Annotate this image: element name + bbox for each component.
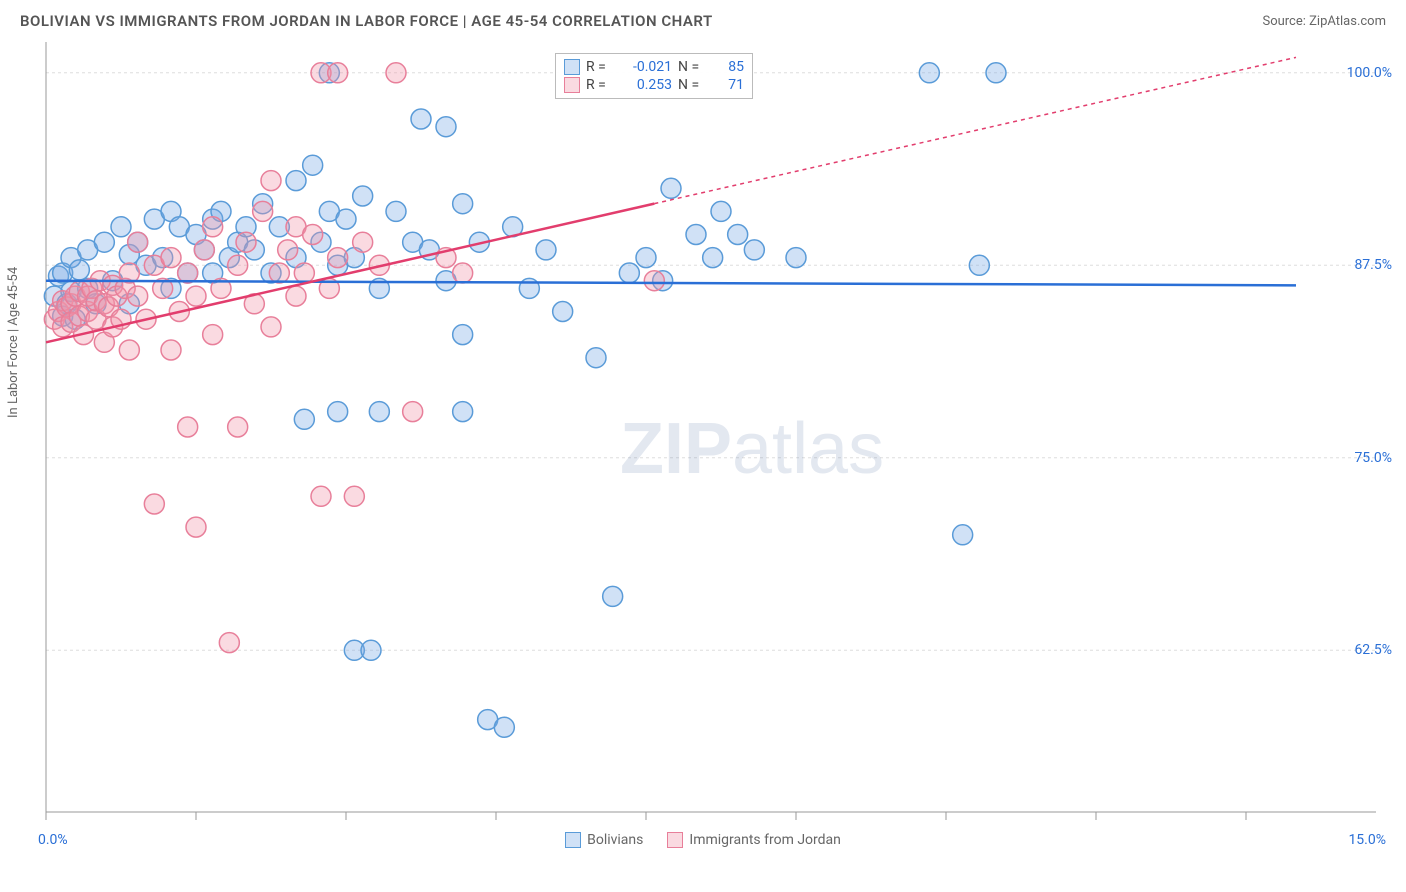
- stats-label-n: N =: [678, 59, 708, 75]
- stats-label-r: R =: [586, 59, 616, 75]
- stats-n-2: 71: [714, 77, 744, 93]
- y-tick-label: 100.0%: [1347, 65, 1392, 81]
- legend-label-jordan: Immigrants from Jordan: [689, 832, 841, 848]
- stats-row-2: R = 0.253 N = 71: [564, 76, 744, 94]
- stats-r-2: 0.253: [622, 77, 672, 93]
- legend-label-bolivians: Bolivians: [587, 832, 643, 848]
- legend-swatch-bolivians: [565, 832, 581, 848]
- y-tick-label: 87.5%: [1354, 257, 1392, 273]
- bottom-legend: 0.0% Bolivians Immigrants from Jordan 15…: [0, 832, 1406, 848]
- stats-label-r2: R =: [586, 77, 616, 93]
- legend-item-bolivians: Bolivians: [565, 832, 643, 848]
- legend-center: Bolivians Immigrants from Jordan: [565, 832, 841, 848]
- stats-n-1: 85: [714, 59, 744, 75]
- scatter-plot-svg: [0, 38, 1406, 848]
- stats-row-1: R = -0.021 N = 85: [564, 58, 744, 76]
- stats-swatch-bolivians: [564, 59, 580, 75]
- source-link[interactable]: ZipAtlas.com: [1309, 14, 1386, 29]
- chart-container: In Labor Force | Age 45-54 ZIPatlas R = …: [0, 38, 1406, 848]
- stats-swatch-jordan: [564, 77, 580, 93]
- x-max-label: 15.0%: [1348, 832, 1386, 848]
- stats-r-1: -0.021: [622, 59, 672, 75]
- legend-item-jordan: Immigrants from Jordan: [667, 832, 841, 848]
- y-tick-label: 62.5%: [1354, 642, 1392, 658]
- chart-title: BOLIVIAN VS IMMIGRANTS FROM JORDAN IN LA…: [20, 12, 713, 30]
- stats-box: R = -0.021 N = 85 R = 0.253 N = 71: [555, 53, 753, 99]
- y-tick-label: 75.0%: [1354, 450, 1392, 466]
- source-prefix: Source:: [1262, 14, 1309, 29]
- chart-source: Source: ZipAtlas.com: [1262, 14, 1386, 29]
- x-min-label: 0.0%: [38, 832, 68, 848]
- chart-header: BOLIVIAN VS IMMIGRANTS FROM JORDAN IN LA…: [0, 0, 1406, 38]
- stats-label-n2: N =: [678, 77, 708, 93]
- legend-swatch-jordan: [667, 832, 683, 848]
